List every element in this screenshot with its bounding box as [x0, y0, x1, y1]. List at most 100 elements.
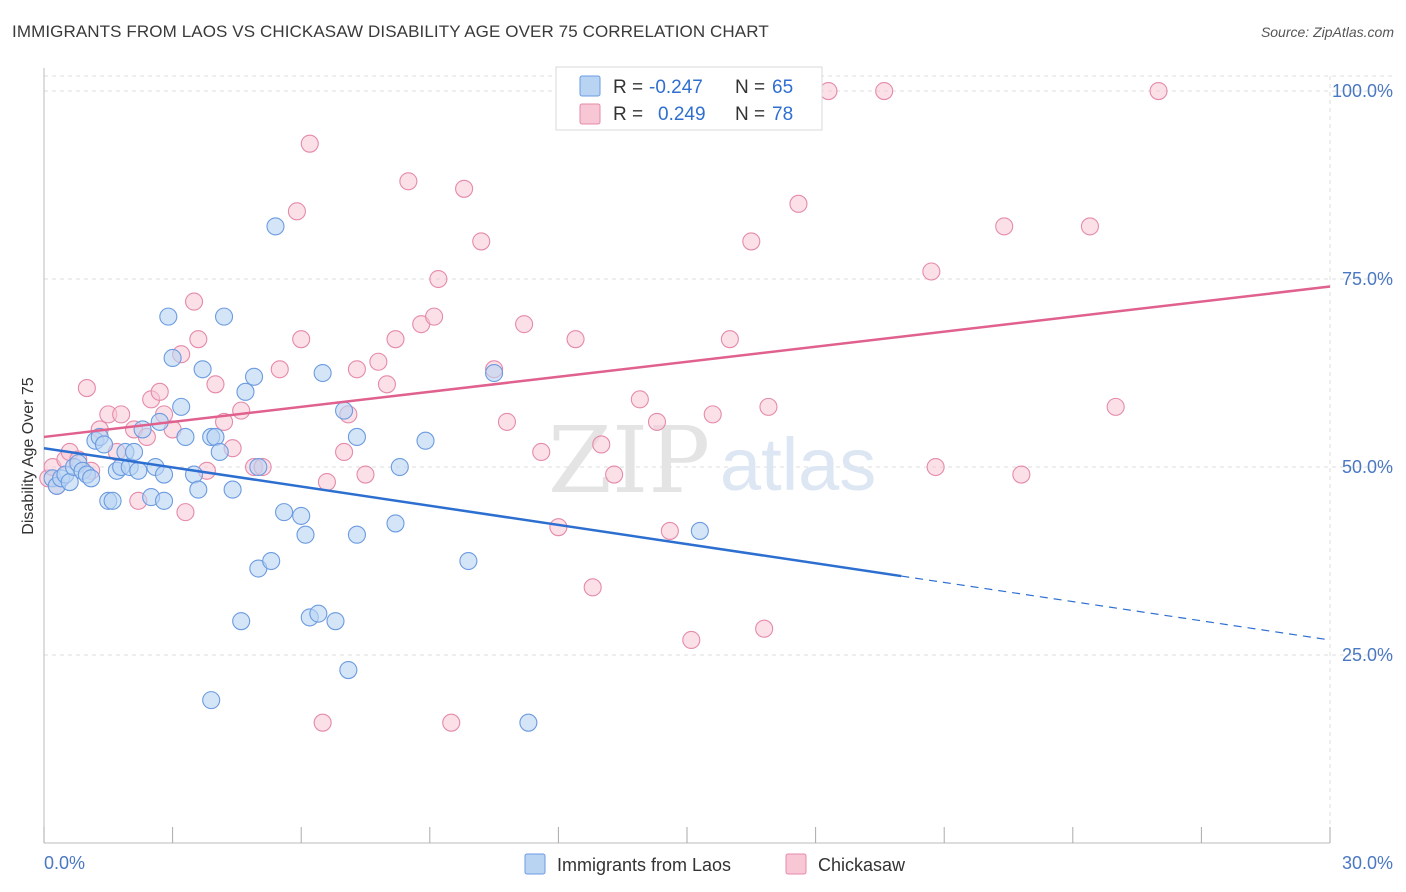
- legend-r-value-1: -0.247: [649, 77, 703, 98]
- chickasaw-point-72: [926, 457, 945, 477]
- laos-point-61: [690, 521, 709, 540]
- chickasaw-point-66: [755, 619, 774, 638]
- chickasaw-point-52: [515, 315, 534, 334]
- laos-point-64: [309, 604, 328, 623]
- trend-lines: [43, 285, 1331, 641]
- chickasaw-point-45: [425, 307, 444, 326]
- chickasaw-point-41: [377, 375, 396, 394]
- y-tick-label-0: 25.0%: [1342, 645, 1393, 665]
- laos-point-56: [390, 457, 409, 477]
- chickasaw-point-22: [189, 330, 208, 349]
- chickasaw-point-73: [995, 217, 1014, 236]
- legend-n-value-1: 65: [772, 77, 793, 98]
- chickasaw-point-16: [150, 382, 169, 401]
- chickasaw-point-54: [549, 518, 568, 537]
- laos-point-50: [326, 612, 345, 631]
- chickasaw-point-77: [1149, 81, 1168, 101]
- chickasaw-point-6: [77, 379, 96, 398]
- watermark-atlas: atlas: [720, 423, 876, 506]
- laos-point-62: [232, 612, 251, 631]
- chickasaw-trend-line: [43, 285, 1331, 439]
- laos-point-37: [214, 307, 234, 326]
- chickasaw-point-38: [347, 360, 366, 379]
- bottom-legend-laos: Immigrants from Laos: [557, 855, 731, 875]
- laos-point-60: [519, 713, 538, 732]
- chickasaw-point-64: [720, 330, 739, 349]
- chart-title: IMMIGRANTS FROM LAOS VS CHICKASAW DISABI…: [12, 22, 769, 41]
- chickasaw-point-46: [429, 269, 448, 289]
- chickasaw-point-76: [1106, 397, 1125, 416]
- legend-n-value-2: 78: [772, 104, 793, 125]
- chickasaw-point-55: [566, 330, 585, 349]
- bottom-legend-chickasaw: Chickasaw: [818, 855, 906, 875]
- laos-point-43: [266, 217, 285, 236]
- chickasaw-point-27: [232, 401, 251, 420]
- laos-points: [43, 217, 709, 732]
- laos-point-42: [262, 551, 281, 571]
- laos-point-32: [189, 480, 208, 499]
- chickasaw-point-11: [112, 405, 131, 424]
- laos-point-53: [347, 427, 366, 446]
- x-tick-label-min: 0.0%: [44, 853, 85, 873]
- laos-point-26: [154, 465, 174, 484]
- laos-point-47: [296, 525, 315, 544]
- laos-point-46: [292, 506, 311, 525]
- chickasaw-point-39: [356, 465, 375, 484]
- laos-point-33: [193, 360, 212, 379]
- chickasaw-point-63: [703, 405, 722, 424]
- chickasaw-point-40: [369, 352, 388, 371]
- chickasaw-point-48: [455, 179, 474, 198]
- legend-blue-swatch: [579, 75, 601, 97]
- chickasaw-point-69: [819, 81, 838, 101]
- chickasaw-point-51: [497, 412, 517, 431]
- laos-point-25: [154, 491, 174, 510]
- laos-point-19: [124, 442, 144, 462]
- chickasaw-point-65: [742, 232, 761, 251]
- axes: [43, 68, 1331, 844]
- laos-point-28: [163, 348, 182, 368]
- source-label: Source: ZipAtlas.com: [1260, 24, 1394, 40]
- bottom-legend-blue-swatch: [524, 853, 546, 875]
- chickasaw-point-21: [184, 292, 204, 311]
- laos-trend-extension: [901, 575, 1331, 641]
- legend-n-label-2: N =: [735, 104, 765, 125]
- chickasaw-point-49: [472, 232, 491, 251]
- chickasaw-point-36: [335, 442, 354, 462]
- laos-point-57: [416, 431, 435, 450]
- laos-point-20: [129, 461, 148, 480]
- y-tick-label-2: 75.0%: [1342, 269, 1393, 289]
- bottom-legend-pink-swatch: [785, 853, 807, 875]
- laos-point-45: [275, 503, 294, 522]
- chickasaw-point-34: [313, 713, 332, 732]
- chickasaw-point-57: [592, 435, 611, 454]
- gridlines: [44, 75, 1392, 843]
- laos-point-52: [347, 525, 366, 544]
- chickasaw-point-53: [532, 442, 551, 462]
- laos-point-14: [103, 491, 122, 510]
- chickasaw-point-62: [682, 630, 701, 650]
- chickasaw-point-25: [214, 412, 234, 431]
- legend-r-label-1: R =: [613, 77, 643, 98]
- chickasaw-point-24: [206, 375, 225, 394]
- y-axis-label: Disability Age Over 75: [20, 377, 37, 535]
- chickasaw-point-70: [875, 81, 894, 101]
- chickasaw-point-56: [583, 578, 602, 597]
- laos-point-44: [249, 457, 268, 477]
- laos-point-38: [223, 480, 242, 499]
- chickasaw-point-67: [759, 397, 778, 416]
- legend-n-label-1: N =: [735, 77, 765, 98]
- chickasaw-point-32: [292, 330, 311, 349]
- watermark-zip: ZIP: [548, 407, 710, 514]
- bottom-legend: Immigrants from Laos Chickasaw: [524, 853, 906, 875]
- chickasaw-point-42: [386, 330, 405, 349]
- chickasaw-point-75: [1080, 217, 1099, 236]
- x-tick-label-max: 30.0%: [1342, 853, 1393, 873]
- chickasaw-point-68: [789, 194, 808, 213]
- chickasaw-point-58: [605, 465, 624, 484]
- laos-point-29: [172, 397, 191, 416]
- laos-point-51: [339, 660, 358, 680]
- chickasaw-point-61: [660, 521, 679, 540]
- chickasaw-point-43: [399, 172, 418, 191]
- legend-r-value-2: 0.249: [658, 104, 706, 125]
